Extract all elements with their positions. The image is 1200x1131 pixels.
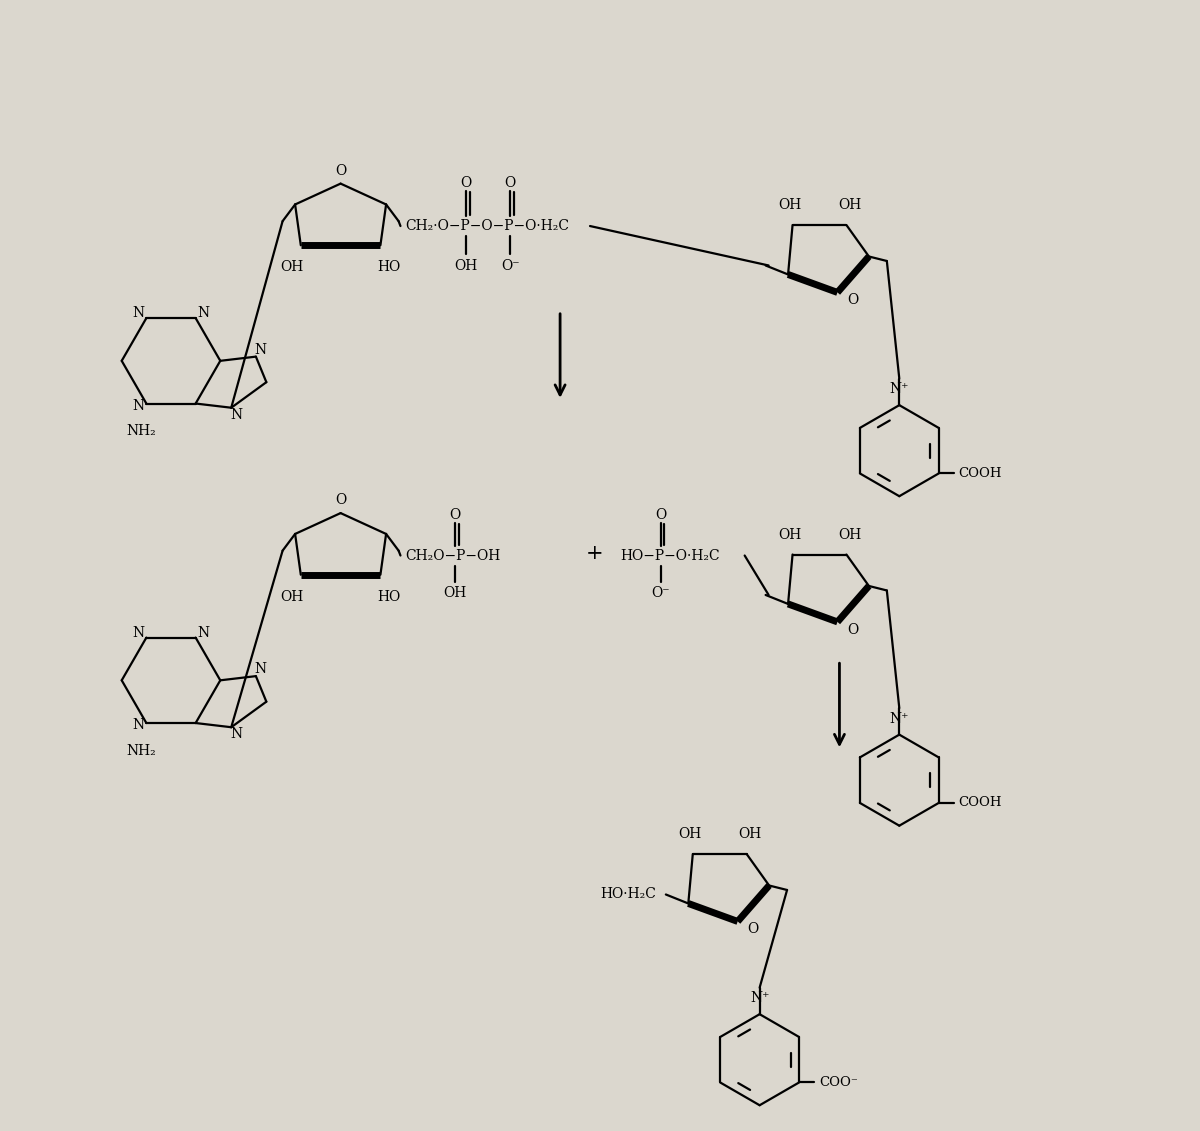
Text: N: N <box>254 662 266 676</box>
Text: O: O <box>335 493 347 507</box>
Text: N: N <box>132 625 144 640</box>
Text: OH: OH <box>838 527 862 542</box>
Text: OH: OH <box>838 198 862 213</box>
Text: COOH: COOH <box>959 796 1002 810</box>
Text: O⁻: O⁻ <box>500 259 520 273</box>
Text: N⁺: N⁺ <box>750 991 769 1005</box>
Text: N: N <box>230 407 242 422</box>
Text: OH: OH <box>678 827 702 841</box>
Text: N⁺: N⁺ <box>889 711 910 726</box>
Text: N: N <box>198 625 210 640</box>
Text: COOH: COOH <box>959 467 1002 480</box>
Text: O⁻: O⁻ <box>652 587 670 601</box>
Text: N: N <box>254 343 266 356</box>
Text: NH₂: NH₂ <box>126 424 156 439</box>
Text: N: N <box>132 398 144 413</box>
Text: N: N <box>132 718 144 732</box>
Text: CH₂O−P−OH: CH₂O−P−OH <box>406 549 500 562</box>
Text: N: N <box>230 727 242 741</box>
Text: N: N <box>198 307 210 320</box>
Text: HO−P−O·H₂C: HO−P−O·H₂C <box>620 549 720 562</box>
Text: O: O <box>847 623 858 637</box>
Text: CH₂·O−P−O−P−O·H₂C: CH₂·O−P−O−P−O·H₂C <box>406 219 570 233</box>
Text: COO⁻: COO⁻ <box>818 1076 858 1089</box>
Text: O: O <box>655 508 666 521</box>
Text: O: O <box>748 923 758 936</box>
Text: O: O <box>335 164 347 178</box>
Text: OH: OH <box>281 260 304 274</box>
Text: OH: OH <box>738 827 761 841</box>
Text: HO·H₂C: HO·H₂C <box>600 888 656 901</box>
Text: OH: OH <box>778 198 802 213</box>
Text: OH: OH <box>778 527 802 542</box>
Text: HO: HO <box>378 260 401 274</box>
Text: +: + <box>586 544 604 563</box>
Text: NH₂: NH₂ <box>126 744 156 758</box>
Text: O: O <box>450 508 461 521</box>
Text: OH: OH <box>281 589 304 604</box>
Text: OH: OH <box>444 587 467 601</box>
Text: O: O <box>504 176 516 190</box>
Text: N⁺: N⁺ <box>889 382 910 396</box>
Text: OH: OH <box>455 259 478 273</box>
Text: N: N <box>132 307 144 320</box>
Text: O: O <box>461 176 472 190</box>
Text: O: O <box>847 293 858 308</box>
Text: HO: HO <box>378 589 401 604</box>
